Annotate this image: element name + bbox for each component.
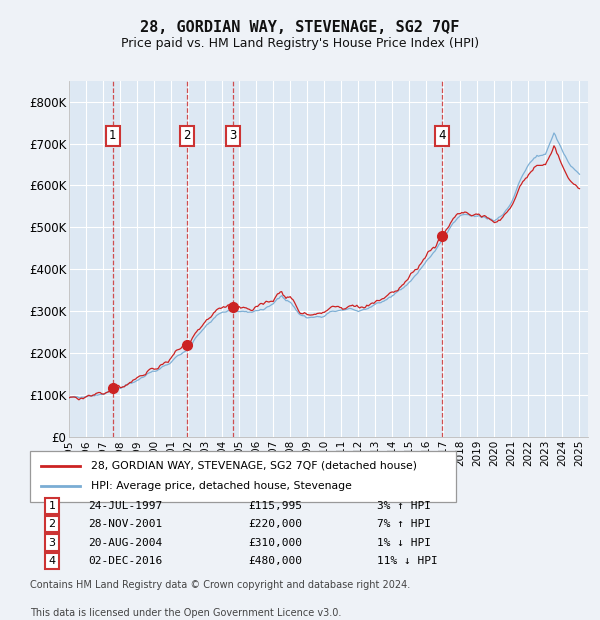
Text: 1% ↓ HPI: 1% ↓ HPI — [377, 538, 431, 547]
Text: £115,995: £115,995 — [248, 501, 302, 512]
Text: 28-NOV-2001: 28-NOV-2001 — [89, 520, 163, 529]
Text: 2: 2 — [183, 130, 190, 143]
Text: 4: 4 — [438, 130, 446, 143]
Text: £480,000: £480,000 — [248, 556, 302, 565]
Text: This data is licensed under the Open Government Licence v3.0.: This data is licensed under the Open Gov… — [29, 608, 341, 618]
FancyBboxPatch shape — [29, 451, 456, 502]
Text: 02-DEC-2016: 02-DEC-2016 — [89, 556, 163, 565]
Text: 2: 2 — [49, 520, 56, 529]
Text: 28, GORDIAN WAY, STEVENAGE, SG2 7QF (detached house): 28, GORDIAN WAY, STEVENAGE, SG2 7QF (det… — [91, 461, 418, 471]
Text: 4: 4 — [49, 556, 56, 565]
Text: £310,000: £310,000 — [248, 538, 302, 547]
Text: 20-AUG-2004: 20-AUG-2004 — [89, 538, 163, 547]
Text: HPI: Average price, detached house, Stevenage: HPI: Average price, detached house, Stev… — [91, 481, 352, 491]
Text: 3: 3 — [49, 538, 56, 547]
Text: 1: 1 — [49, 501, 56, 512]
Text: 3% ↑ HPI: 3% ↑ HPI — [377, 501, 431, 512]
Text: 3: 3 — [229, 130, 236, 143]
Text: 7% ↑ HPI: 7% ↑ HPI — [377, 520, 431, 529]
Text: £220,000: £220,000 — [248, 520, 302, 529]
Text: Contains HM Land Registry data © Crown copyright and database right 2024.: Contains HM Land Registry data © Crown c… — [29, 580, 410, 590]
Text: Price paid vs. HM Land Registry's House Price Index (HPI): Price paid vs. HM Land Registry's House … — [121, 37, 479, 50]
Text: 1: 1 — [109, 130, 116, 143]
Text: 11% ↓ HPI: 11% ↓ HPI — [377, 556, 438, 565]
Text: 24-JUL-1997: 24-JUL-1997 — [89, 501, 163, 512]
Text: 28, GORDIAN WAY, STEVENAGE, SG2 7QF: 28, GORDIAN WAY, STEVENAGE, SG2 7QF — [140, 20, 460, 35]
